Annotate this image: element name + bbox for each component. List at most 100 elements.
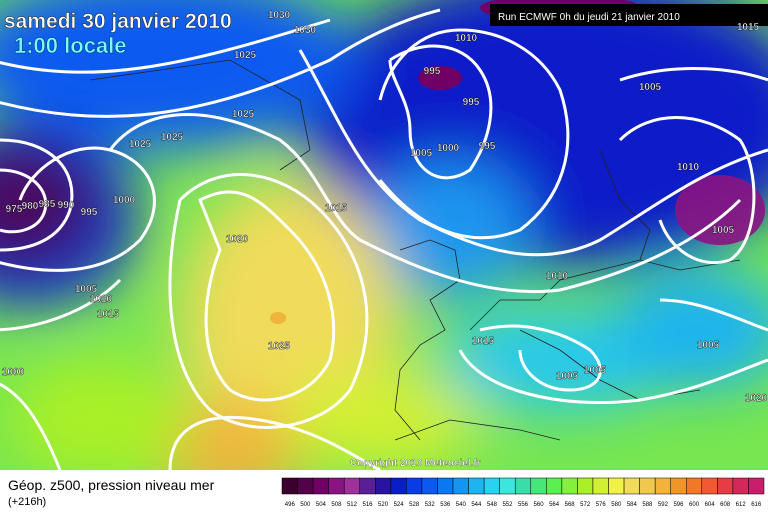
isobar-label: 1000	[2, 367, 25, 378]
isobar-label: 995	[463, 97, 480, 108]
field	[0, 0, 768, 470]
isobar-label: 995	[81, 207, 98, 218]
scale-label: 548	[487, 502, 498, 508]
scale-label: 596	[673, 502, 684, 508]
isobar-label: 980	[22, 201, 39, 212]
scale-swatch	[701, 477, 718, 495]
scale-swatch	[281, 477, 298, 495]
scale-swatch	[686, 477, 703, 495]
scale-swatch	[639, 477, 656, 495]
isobar-label: 1005	[410, 148, 433, 159]
scale-label: 600	[689, 502, 700, 508]
isobar-label: 1020	[226, 234, 249, 245]
scale-swatch	[483, 477, 500, 495]
scale-swatch	[670, 477, 687, 495]
scale-label: 496	[285, 502, 296, 508]
scale-label: 516	[363, 502, 374, 508]
scale-swatch	[437, 477, 454, 495]
isobar-label: 1005	[697, 340, 720, 351]
scale-swatch	[328, 477, 345, 495]
isobar-label: 1020	[745, 393, 768, 404]
scale-label: 572	[580, 502, 591, 508]
scale-label: 604	[705, 502, 716, 508]
isobar-label: 990	[58, 200, 75, 211]
scale-swatch	[732, 477, 749, 495]
isobar-label: 1005	[556, 371, 579, 382]
isobar-label: 1000	[113, 195, 136, 206]
isobar-label: 1025	[232, 109, 255, 120]
isobar-label: 1010	[677, 162, 700, 173]
isobar-label: 1025	[234, 50, 257, 61]
isobar-label: 1005	[75, 284, 98, 295]
run-box	[490, 4, 768, 26]
scale-swatch	[546, 477, 563, 495]
copyright: Copyright 2010 Meteociel.fr	[350, 458, 481, 469]
isobar-label: 1015	[325, 203, 348, 214]
scale-swatch	[452, 477, 469, 495]
scale-label: 568	[565, 502, 576, 508]
isobar-label: 1005	[712, 225, 735, 236]
isobar-label: 1025	[129, 139, 152, 150]
scale-swatch	[577, 477, 594, 495]
scale-swatch	[390, 477, 407, 495]
scale-label: 584	[627, 502, 638, 508]
isobar-label: 995	[479, 141, 496, 152]
scale-label: 552	[502, 502, 513, 508]
scale-label: 532	[425, 502, 436, 508]
isobar-label: 985	[39, 199, 56, 210]
scale-label: 560	[534, 502, 545, 508]
color-scale: 496 500 504 508 512 516 520 524 528 532 536 540 544 5…	[281, 477, 765, 508]
scale-swatch	[406, 477, 423, 495]
scale-swatch	[514, 477, 532, 495]
isobar-label: 975	[6, 204, 23, 215]
isobar-label: 1030	[268, 10, 291, 21]
scale-swatch	[654, 477, 671, 495]
scale-swatch	[297, 477, 314, 495]
isobar-label: 1030	[294, 25, 317, 36]
isobar-label: 1010	[455, 33, 478, 44]
scale-swatch	[468, 477, 485, 495]
scale-swatch	[312, 477, 329, 495]
scale-label: 564	[549, 502, 560, 508]
scale-label: 508	[331, 502, 342, 508]
scale-swatch	[421, 477, 438, 495]
scale-swatch	[343, 477, 360, 495]
scale-label: 588	[642, 502, 653, 508]
legend-subtitle: (+216h)	[8, 496, 46, 508]
legend-title: Géop. z500, pression niveau mer	[8, 477, 215, 493]
isobar-label: 1000	[437, 143, 460, 154]
scale-label: 580	[611, 502, 622, 508]
scale-label: 512	[347, 502, 358, 508]
isobar-label: 995	[424, 66, 441, 77]
isobar-label: 1015	[472, 336, 495, 347]
isobar-label: 1015	[97, 309, 120, 320]
scale-swatch	[608, 477, 625, 495]
scale-label: 592	[658, 502, 669, 508]
scale-label: 500	[300, 502, 311, 508]
isobar-label: 1025	[161, 132, 184, 143]
scale-swatch	[748, 477, 765, 495]
scale-swatch	[359, 477, 376, 495]
scale-label: 616	[751, 502, 762, 508]
scale-swatch	[375, 477, 392, 495]
scale-label: 608	[720, 502, 731, 508]
isobar-label: 1005	[584, 365, 607, 376]
scale-label: 544	[471, 502, 482, 508]
scale-label: 520	[378, 502, 389, 508]
scale-label: 504	[316, 502, 327, 508]
run-info: Run ECMWF 0h du jeudi 21 janvier 2010	[498, 12, 680, 23]
title: samedi 30 janvier 2010	[4, 10, 232, 33]
scale-label: 540	[456, 502, 467, 508]
isobar-label: 1025	[268, 341, 291, 352]
isobar-label: 1015	[737, 22, 760, 33]
scale-swatch	[717, 477, 734, 495]
isobar-label: 1005	[639, 82, 662, 93]
scale-label: 556	[518, 502, 529, 508]
scale-swatch	[623, 477, 640, 495]
scale-swatch	[530, 477, 547, 495]
scale-label: 536	[440, 502, 451, 508]
scale-swatch	[592, 477, 609, 495]
scale-swatch	[561, 477, 578, 495]
